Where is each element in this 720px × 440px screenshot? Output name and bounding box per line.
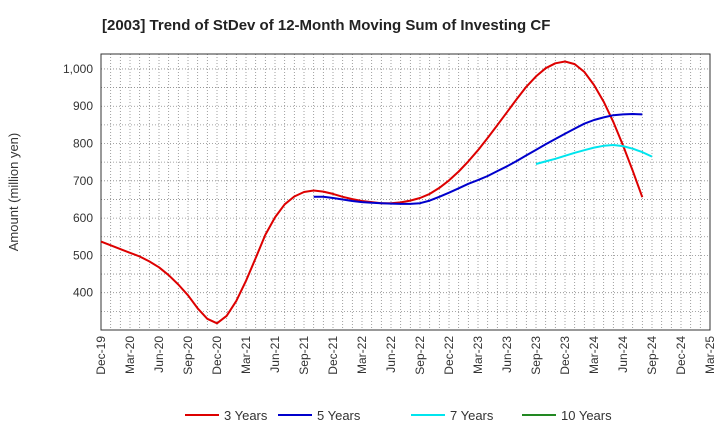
x-tick-label: Dec-24 [674,336,688,375]
y-tick-label: 800 [73,137,93,151]
y-tick-label: 1,000 [63,62,93,76]
x-tick-label: Sep-20 [181,336,195,375]
x-tick-label: Sep-24 [645,336,659,375]
x-tick-label: Dec-23 [558,336,572,375]
x-tick-label: Sep-21 [297,336,311,375]
grid [101,54,710,330]
legend-label: 5 Years [317,408,361,423]
x-tick-label: Mar-25 [703,336,717,374]
y-tick-label: 600 [73,211,93,225]
legend-label: 7 Years [450,408,494,423]
x-tick-label: Mar-21 [239,336,253,374]
legend-label: 3 Years [224,408,268,423]
x-tick-label: Dec-20 [210,336,224,375]
x-tick-label: Dec-21 [326,336,340,375]
y-tick-label: 700 [73,174,93,188]
y-tick-label: 900 [73,99,93,113]
legend-label: 10 Years [561,408,612,423]
x-tick-label: Dec-22 [442,336,456,375]
x-tick-label: Mar-20 [123,336,137,374]
series-lines [100,60,653,325]
x-axis: Dec-19 Mar-20 Jun-20 Sep-20 Dec-20 Mar-21 Jun-… [94,336,717,375]
x-tick-label: Jun-23 [500,336,514,373]
x-tick-label: Sep-22 [413,336,427,375]
legend: 3 Years 5 Years 7 Years 10 Years [185,408,612,423]
y-axis-label: Amount (million yen) [6,133,21,252]
x-tick-label: Jun-20 [152,336,166,373]
x-tick-label: Jun-22 [384,336,398,373]
x-tick-label: Jun-21 [268,336,282,373]
x-tick-label: Mar-24 [587,336,601,374]
y-tick-label: 400 [73,286,93,300]
series-line-5-years [313,113,643,205]
x-tick-label: Sep-23 [529,336,543,375]
y-tick-label: 500 [73,248,93,262]
plot-area [100,53,711,331]
series-line-7-years [535,144,653,165]
x-tick-label: Jun-24 [616,336,630,373]
y-axis: 400 500 600 700 800 900 1,000 [63,62,93,300]
x-tick-label: Mar-22 [355,336,369,374]
x-tick-label: Mar-23 [471,336,485,374]
x-tick-label: Dec-19 [94,336,108,375]
chart-title: [2003] Trend of StDev of 12-Month Moving… [102,17,550,34]
